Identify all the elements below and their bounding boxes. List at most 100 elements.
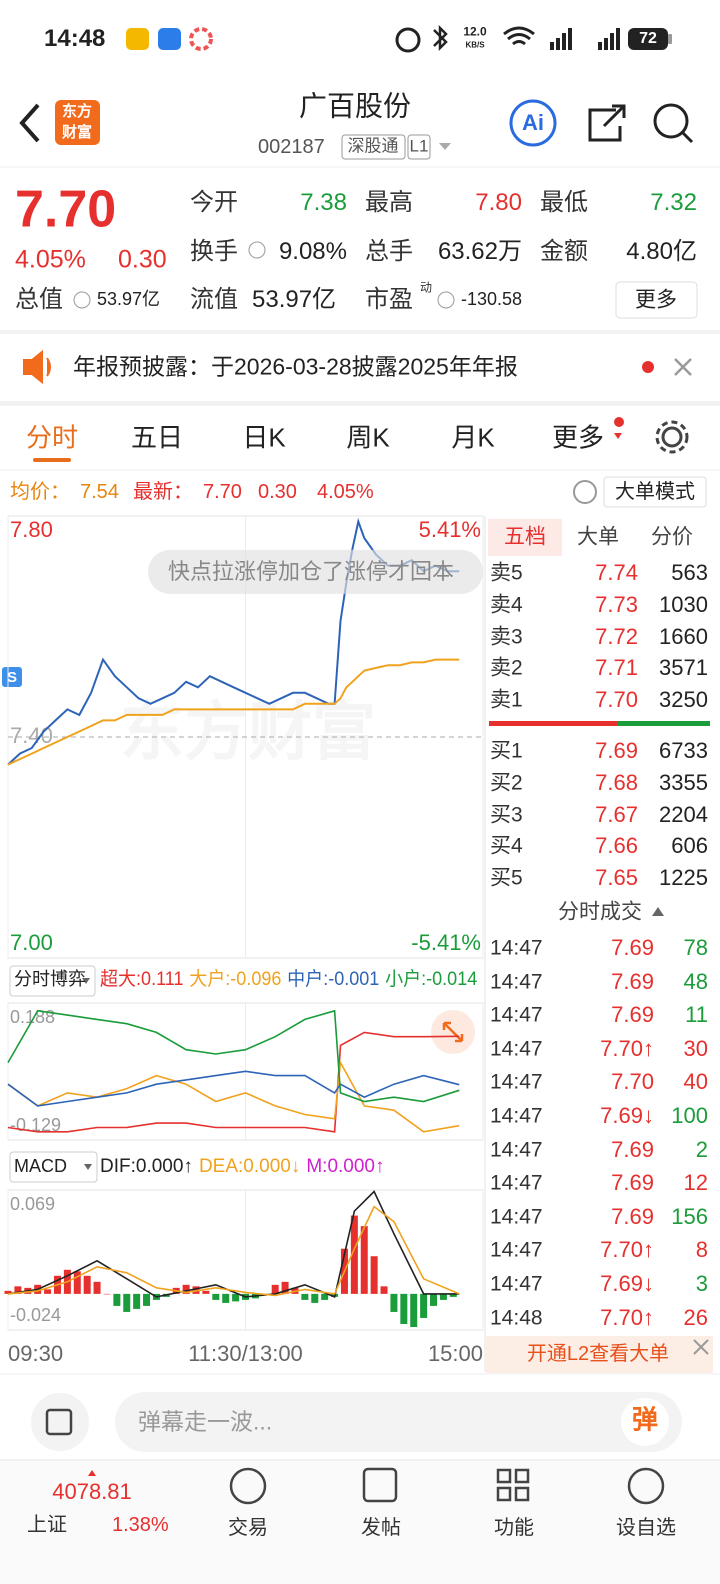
histogram-bar — [281, 1281, 289, 1294]
tag-box — [407, 134, 431, 160]
chart-tab[interactable]: 五日 — [130, 422, 184, 453]
comment-input[interactable] — [115, 1392, 682, 1452]
histogram-bar — [103, 1293, 111, 1295]
close-button[interactable] — [674, 358, 692, 376]
selector-arrow — [84, 1164, 92, 1170]
function-icon[interactable] — [496, 1468, 530, 1502]
trade-time: 14:47 — [490, 1171, 543, 1195]
trade-time: 14:47 — [490, 1272, 543, 1296]
ratio-bar-buy — [617, 721, 710, 726]
comment-placeholder[interactable]: 弹幕走一波... — [138, 1408, 273, 1435]
book-label: 买2 — [490, 771, 523, 795]
field-label: 市盈 — [365, 285, 413, 313]
selector-box[interactable] — [9, 1151, 98, 1183]
selector-box[interactable] — [9, 965, 96, 997]
book-label: 卖3 — [490, 625, 523, 649]
net-unit: KB/S — [465, 40, 485, 50]
search-handle — [681, 131, 694, 144]
app-icon — [126, 28, 149, 50]
trade-price: 7.70↑ — [600, 1035, 654, 1061]
y-tick-label: 0.069 — [10, 1194, 55, 1214]
chart-tab[interactable]: 更多 — [551, 422, 605, 453]
help-icon[interactable] — [573, 480, 597, 504]
info-icon[interactable] — [73, 291, 91, 309]
trade-icon[interactable] — [229, 1467, 267, 1505]
field-sup: 动 — [420, 280, 433, 295]
mode-button-box[interactable] — [603, 476, 707, 508]
l2-banner[interactable]: 开通L2查看大单 — [526, 1343, 670, 1365]
field-label: 流值 — [190, 285, 238, 313]
nav-item[interactable]: 功能 — [494, 1517, 534, 1539]
histogram-bar — [222, 1293, 230, 1303]
book-tab[interactable]: 大单 — [577, 525, 619, 549]
settings-button[interactable] — [661, 426, 683, 448]
info-icon[interactable] — [248, 241, 266, 259]
expand-icon — [442, 1021, 464, 1043]
info-icon[interactable] — [437, 291, 455, 309]
stock-code: 002187 — [258, 136, 325, 158]
banner-close[interactable] — [693, 1339, 709, 1355]
trades-title: 分时成交 — [558, 900, 642, 924]
index-value[interactable]: 4078.81 — [52, 1478, 132, 1504]
search-button[interactable] — [653, 103, 689, 139]
histogram-bar — [14, 1286, 22, 1294]
watchlist-icon[interactable] — [627, 1467, 665, 1505]
book-price: 7.70 — [595, 687, 638, 713]
danmaku-button[interactable] — [621, 1398, 669, 1446]
trade-volume: 100 — [671, 1102, 708, 1128]
field-label: 换手 — [190, 237, 238, 265]
share-button[interactable] — [588, 104, 626, 142]
badge: S — [7, 669, 17, 686]
post-icon[interactable] — [362, 1467, 398, 1503]
last-price: 7.70 — [15, 180, 117, 239]
field-label: 最低 — [540, 188, 588, 216]
mode-button[interactable]: 大单模式 — [615, 481, 695, 503]
chart-tab[interactable]: 日K — [242, 422, 286, 453]
more-button-box[interactable] — [615, 281, 698, 319]
trade-time: 14:47 — [490, 1037, 543, 1061]
book-qty: 3571 — [659, 655, 708, 681]
book-tab[interactable]: 分价 — [651, 525, 693, 549]
indicator-readout: 中户:-0.001 — [287, 968, 379, 990]
histogram-bar — [439, 1293, 447, 1300]
total-cap-label: 总值 — [15, 285, 63, 313]
ai-label[interactable]: Ai — [522, 109, 544, 135]
field-label: 金额 — [540, 237, 588, 265]
histogram-bar — [390, 1293, 398, 1312]
app-icon — [158, 28, 181, 50]
trade-price: 7.69 — [611, 1203, 654, 1229]
book-tab[interactable]: 五档 — [504, 525, 546, 549]
trade-time: 14:48 — [490, 1306, 543, 1330]
comment-settings[interactable] — [31, 1393, 89, 1451]
nav-item[interactable]: 交易 — [228, 1517, 268, 1539]
field-label: 今开 — [190, 188, 238, 216]
active-tab-bg — [488, 519, 562, 556]
trade-time: 14:47 — [490, 1138, 543, 1162]
bottom-nav — [0, 1460, 720, 1584]
more-button[interactable]: 更多 — [635, 288, 677, 312]
nav-item[interactable]: 设自选 — [616, 1517, 676, 1539]
logo — [55, 100, 100, 145]
indicator-selector: MACD — [14, 1156, 67, 1176]
dropdown-arrow[interactable] — [439, 143, 451, 150]
selector-arrow — [82, 978, 90, 984]
banner-bg[interactable] — [486, 1336, 713, 1373]
back-button[interactable] — [19, 103, 40, 143]
danmaku-button[interactable]: 弹 — [631, 1404, 659, 1435]
trade-volume: 78 — [683, 934, 708, 960]
chart-tab[interactable]: 分时 — [25, 422, 79, 453]
book-qty: 2204 — [659, 801, 708, 827]
notice-text[interactable]: 年报预披露：于2026-03-28披露2025年年报 — [73, 353, 518, 380]
book-price: 7.69 — [595, 737, 638, 763]
chart-tab[interactable]: 月K — [451, 422, 495, 453]
tab-arrow — [614, 433, 622, 439]
chart-tab[interactable]: 周K — [346, 422, 390, 453]
trade-price: 7.69↓ — [600, 1270, 654, 1296]
book-price: 7.68 — [595, 769, 638, 795]
status-time: 14:48 — [44, 24, 106, 52]
book-label: 卖4 — [490, 593, 523, 617]
ai-button[interactable] — [509, 99, 557, 147]
book-label: 卖5 — [490, 561, 523, 585]
battery-icon — [628, 28, 668, 50]
nav-item[interactable]: 发帖 — [361, 1517, 401, 1539]
